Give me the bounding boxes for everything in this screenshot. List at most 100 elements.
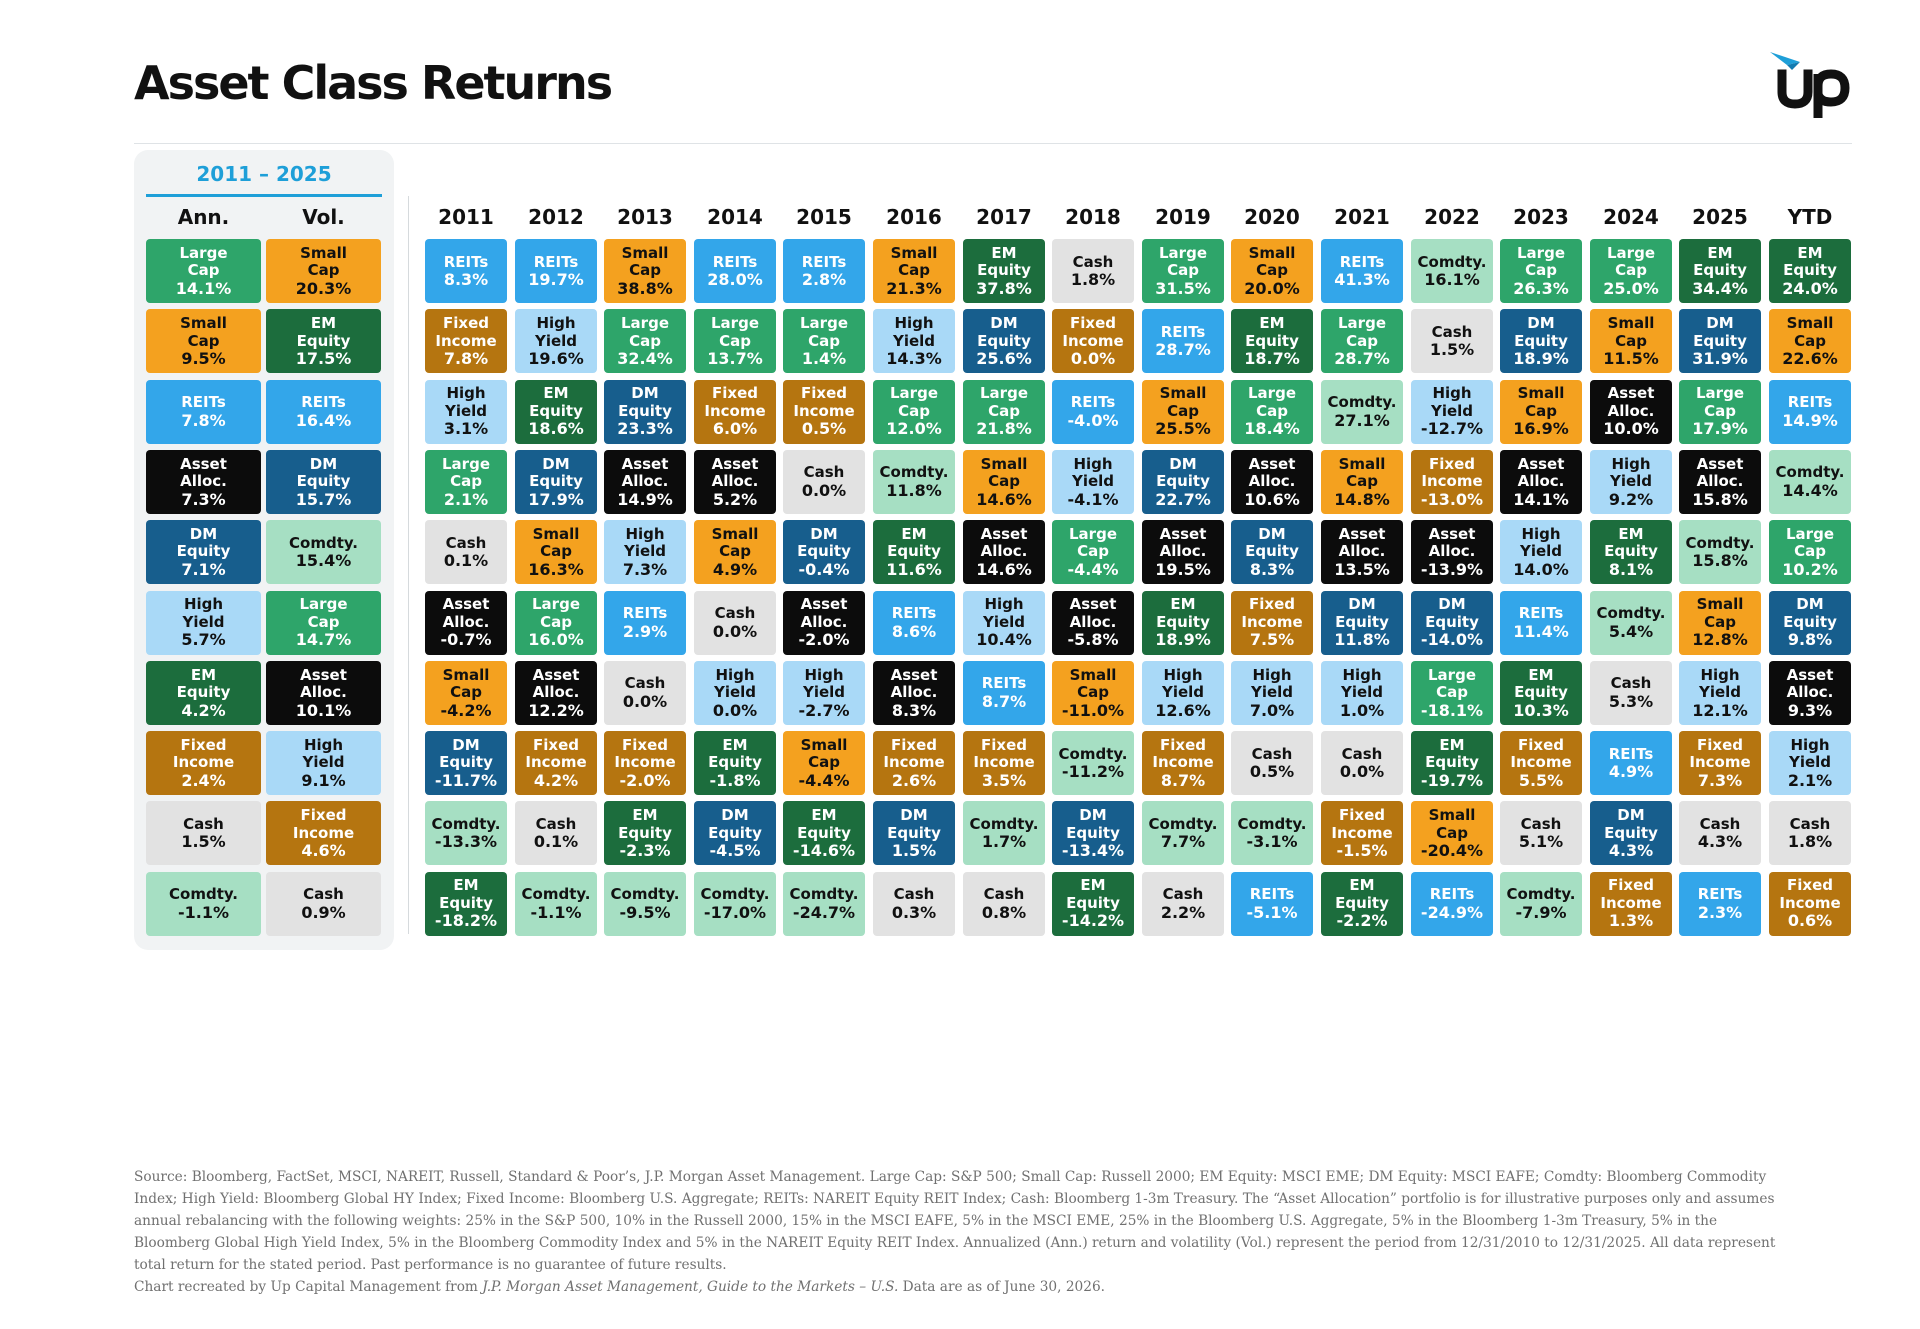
year-cell-2024-cash: Cash 5.3% bbox=[1590, 660, 1672, 725]
cell-asset-label: Cash bbox=[1162, 885, 1204, 904]
cell-value: 4.3% bbox=[1608, 841, 1654, 861]
cell-asset-label: Alloc. bbox=[180, 472, 227, 491]
cell-value: 18.6% bbox=[528, 419, 584, 439]
cell-value: -0.4% bbox=[798, 559, 850, 579]
cell-asset-label: Comdty. bbox=[521, 885, 591, 904]
cell-asset-label: Cap bbox=[1436, 823, 1468, 842]
cell-asset-label: High bbox=[625, 524, 665, 543]
cell-value: -5.1% bbox=[1246, 902, 1298, 922]
year-cell-2018-asset-alloc: Asset Alloc. -5.8% bbox=[1052, 590, 1134, 655]
cell-asset-label: Fixed bbox=[1339, 806, 1385, 825]
cell-value: 6.0% bbox=[712, 419, 758, 439]
cell-asset-label: High bbox=[536, 314, 576, 333]
cell-asset-label: Comdty. bbox=[1058, 744, 1128, 763]
cell-asset-label: Comdty. bbox=[700, 885, 770, 904]
cell-asset-label: Asset bbox=[442, 595, 490, 614]
cell-asset-label: Cap bbox=[1346, 472, 1378, 491]
cell-value: 2.2% bbox=[1160, 902, 1206, 922]
cell-value: 0.0% bbox=[1339, 762, 1385, 782]
cell-asset-label: Asset bbox=[1696, 454, 1744, 473]
cell-value: 14.8% bbox=[1334, 489, 1390, 509]
cell-asset-label: EM bbox=[1259, 314, 1285, 333]
cell-asset-label: Cash bbox=[1520, 814, 1562, 833]
summary-header-ann: Ann. bbox=[177, 205, 230, 229]
cell-asset-label: Yield bbox=[444, 401, 488, 420]
cell-value: 1.4% bbox=[801, 349, 847, 369]
cell-value: 0.5% bbox=[1249, 762, 1295, 782]
year-cell-2023-reits: REITs 11.4% bbox=[1500, 590, 1582, 655]
cell-value: -9.5% bbox=[619, 902, 671, 922]
year-cell-2024-small-cap: Small Cap 11.5% bbox=[1590, 309, 1672, 374]
year-cell-2017-cash: Cash 0.8% bbox=[963, 871, 1045, 936]
cell-value: 8.7% bbox=[981, 691, 1027, 711]
year-cell-2016-small-cap: Small Cap 21.3% bbox=[873, 239, 955, 303]
cell-value: 25.0% bbox=[1603, 278, 1659, 298]
year-cell-2020-asset-alloc: Asset Alloc. 10.6% bbox=[1231, 449, 1313, 514]
year-header-2022: 2022 bbox=[1424, 205, 1480, 229]
cell-asset-label: Cap bbox=[187, 331, 220, 350]
cell-value: 2.6% bbox=[891, 770, 937, 790]
cell-asset-label: Cap bbox=[719, 542, 751, 561]
year-cell-2023-dm-equity: DM Equity 18.9% bbox=[1500, 309, 1582, 374]
year-cell-2019-cash: Cash 2.2% bbox=[1142, 871, 1224, 936]
summary-header-vol: Vol. bbox=[302, 205, 345, 229]
cell-asset-label: Equity bbox=[439, 893, 493, 912]
year-cell-2025-high-yield: High Yield 12.1% bbox=[1679, 660, 1761, 725]
cell-asset-label: Cap bbox=[898, 261, 930, 280]
cell-asset-label: Large bbox=[1696, 384, 1744, 403]
year-cell-2014-small-cap: Small Cap 4.9% bbox=[694, 520, 776, 585]
cell-asset-label: Income bbox=[1062, 331, 1124, 350]
year-cell-2021-high-yield: High Yield 1.0% bbox=[1321, 660, 1403, 725]
cell-asset-label: Equity bbox=[797, 542, 851, 561]
year-cell-2022-reits: REITs -24.9% bbox=[1411, 871, 1493, 936]
cell-asset-label: Equity bbox=[977, 331, 1031, 350]
cell-asset-label: Cap bbox=[1436, 683, 1468, 702]
cell-asset-label: Small bbox=[1159, 384, 1207, 403]
cell-value: 14.1% bbox=[1513, 489, 1569, 509]
cell-asset-label: Income bbox=[614, 753, 676, 772]
cell-value: 4.9% bbox=[712, 559, 758, 579]
year-cell-2021-reits: REITs 41.3% bbox=[1321, 239, 1403, 303]
cell-value: -2.3% bbox=[619, 841, 671, 861]
cell-asset-label: Cash bbox=[983, 885, 1025, 904]
summary-cell-vol-asset-alloc: Asset Alloc. 10.1% bbox=[266, 660, 381, 725]
year-header-2024: 2024 bbox=[1603, 205, 1659, 229]
cell-value: 7.3% bbox=[181, 489, 226, 509]
cell-value: 17.9% bbox=[1692, 419, 1748, 439]
year-cell-2025-cash: Cash 4.3% bbox=[1679, 801, 1761, 866]
cell-asset-label: Comdty. bbox=[1327, 393, 1397, 412]
year-cell-ytd-high-yield: High Yield 2.1% bbox=[1769, 731, 1851, 796]
cell-asset-label: Comdty. bbox=[789, 885, 859, 904]
year-header-2025: 2025 bbox=[1692, 205, 1748, 229]
year-cell-2025-large-cap: Large Cap 17.9% bbox=[1679, 379, 1761, 444]
year-cell-2018-fixed-income: Fixed Income 0.0% bbox=[1052, 309, 1134, 374]
cell-asset-label: Asset bbox=[300, 665, 347, 684]
cell-value: 32.4% bbox=[617, 349, 673, 369]
cell-asset-label: Small bbox=[1696, 595, 1744, 614]
cell-asset-label: High bbox=[303, 735, 344, 754]
cell-value: 14.3% bbox=[886, 349, 942, 369]
cell-value: 0.9% bbox=[301, 902, 346, 922]
year-cell-2023-cash: Cash 5.1% bbox=[1500, 801, 1582, 866]
cell-value: -11.7% bbox=[434, 770, 498, 790]
cell-asset-label: Fixed bbox=[712, 384, 758, 403]
cell-asset-label: Income bbox=[1421, 472, 1483, 491]
cell-asset-label: Alloc. bbox=[1607, 401, 1655, 420]
cell-asset-label: Cap bbox=[1615, 331, 1647, 350]
year-cell-2014-dm-equity: DM Equity -4.5% bbox=[694, 801, 776, 866]
cell-asset-label: REITs bbox=[533, 252, 579, 271]
cell-asset-label: Large bbox=[890, 384, 938, 403]
summary-cell-vol-reits: REITs 16.4% bbox=[266, 379, 381, 444]
year-cell-2022-large-cap: Large Cap -18.1% bbox=[1411, 660, 1493, 725]
year-cell-2025-fixed-income: Fixed Income 7.3% bbox=[1679, 731, 1761, 796]
cell-asset-label: Cap bbox=[307, 612, 340, 631]
cell-asset-label: Income bbox=[1689, 753, 1751, 772]
year-header-2020: 2020 bbox=[1244, 205, 1300, 229]
cell-asset-label: Small bbox=[1069, 665, 1117, 684]
summary-cell-ann-cash: Cash 1.5% bbox=[146, 801, 261, 866]
cell-asset-label: Large bbox=[532, 595, 580, 614]
year-cell-2024-comdty: Comdty. 5.4% bbox=[1590, 590, 1672, 655]
cell-asset-label: Cap bbox=[450, 683, 482, 702]
cell-asset-label: Equity bbox=[296, 472, 351, 491]
cell-value: 4.2% bbox=[533, 770, 579, 790]
